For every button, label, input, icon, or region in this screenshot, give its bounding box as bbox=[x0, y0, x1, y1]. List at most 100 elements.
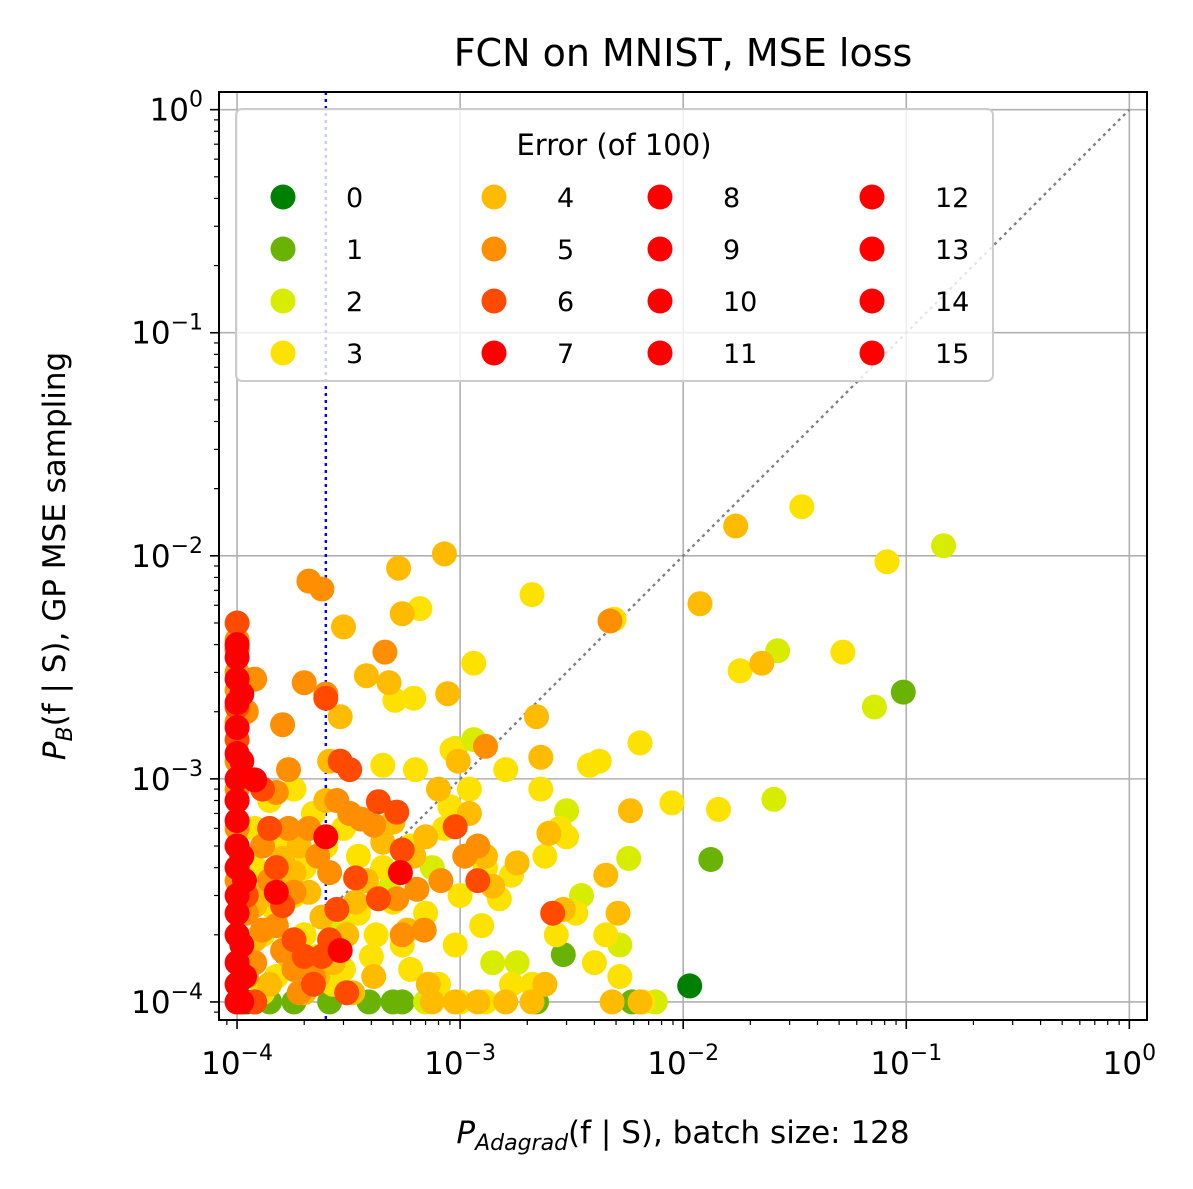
data-point bbox=[317, 860, 343, 886]
data-point bbox=[365, 886, 391, 912]
data-point bbox=[677, 973, 703, 999]
x-tick-exponent: −3 bbox=[464, 1041, 496, 1066]
data-point bbox=[361, 964, 387, 989]
x-tick-label: 10−3 bbox=[424, 1041, 496, 1082]
data-point bbox=[456, 776, 482, 802]
data-point bbox=[536, 820, 562, 846]
legend-marker bbox=[270, 184, 296, 210]
legend-marker bbox=[481, 184, 507, 210]
legend-entry-13: 13 bbox=[859, 235, 969, 266]
data-point bbox=[224, 808, 250, 834]
legend-label: 5 bbox=[557, 235, 574, 266]
x-tick-exponent: −1 bbox=[910, 1041, 942, 1066]
data-point bbox=[343, 865, 369, 891]
data-point bbox=[370, 752, 396, 778]
legend-label: 1 bbox=[346, 235, 363, 266]
data-point bbox=[461, 650, 487, 676]
y-tick-exponent: −3 bbox=[171, 757, 203, 782]
y-tick-base: 10 bbox=[150, 93, 189, 129]
legend-marker bbox=[481, 288, 507, 314]
data-point bbox=[698, 847, 724, 872]
legend-marker bbox=[270, 236, 296, 262]
legend-box bbox=[235, 108, 994, 382]
data-point bbox=[789, 494, 815, 520]
x-tick-label: 10−4 bbox=[201, 1041, 273, 1082]
data-point bbox=[404, 876, 430, 902]
x-axis-label: PAdagrad(f | S), batch size: 128 bbox=[456, 1115, 909, 1156]
legend-entry-6: 6 bbox=[481, 287, 574, 318]
legend-entry-7: 7 bbox=[481, 339, 574, 370]
data-point bbox=[627, 730, 653, 756]
data-point bbox=[343, 889, 369, 915]
data-point bbox=[577, 752, 602, 778]
y-tick-exponent: −2 bbox=[171, 534, 203, 559]
data-point bbox=[415, 971, 441, 997]
legend-marker bbox=[859, 184, 885, 210]
x-tick-base: 10 bbox=[201, 1046, 240, 1082]
data-point bbox=[706, 796, 731, 822]
data-point bbox=[232, 964, 257, 989]
data-point bbox=[597, 608, 623, 634]
data-point bbox=[528, 744, 554, 770]
x-tick-label: 10−1 bbox=[870, 1041, 942, 1082]
data-point bbox=[428, 868, 454, 894]
legend-marker bbox=[859, 236, 885, 262]
data-point bbox=[229, 932, 255, 958]
data-point bbox=[452, 843, 478, 869]
legend-title: Error (of 100) bbox=[516, 128, 711, 162]
data-point bbox=[931, 533, 957, 559]
legend-entry-8: 8 bbox=[647, 183, 740, 214]
data-point bbox=[229, 681, 255, 707]
data-point bbox=[363, 922, 389, 948]
x-tick-base: 10 bbox=[424, 1046, 463, 1082]
legend-entry-10: 10 bbox=[647, 287, 757, 318]
data-point bbox=[291, 943, 317, 969]
data-point bbox=[493, 757, 519, 783]
data-point bbox=[263, 879, 289, 905]
data-point bbox=[413, 824, 439, 850]
legend-entry-1: 1 bbox=[270, 235, 363, 266]
data-point bbox=[524, 704, 549, 730]
data-point bbox=[442, 932, 468, 958]
y-tick-label: 100 bbox=[150, 88, 203, 129]
data-point bbox=[435, 681, 461, 707]
data-point bbox=[242, 767, 268, 793]
data-point bbox=[519, 989, 545, 1015]
data-point bbox=[605, 900, 631, 926]
y-tick-label: 10−3 bbox=[131, 757, 203, 798]
x-tick-base: 10 bbox=[870, 1046, 909, 1082]
data-point bbox=[380, 989, 406, 1015]
data-point bbox=[257, 815, 283, 841]
data-point bbox=[337, 757, 363, 783]
data-point bbox=[229, 843, 255, 869]
data-point bbox=[411, 917, 437, 943]
data-point bbox=[372, 639, 398, 665]
data-point bbox=[324, 896, 350, 922]
data-point bbox=[861, 694, 887, 720]
y-axis-label: PB(f | S), GP MSE sampling bbox=[37, 352, 78, 760]
data-point bbox=[723, 513, 749, 539]
data-point bbox=[250, 917, 275, 943]
legend-entry-9: 9 bbox=[647, 235, 740, 266]
legend-label: 10 bbox=[723, 287, 757, 318]
data-point bbox=[874, 549, 900, 575]
data-point bbox=[257, 971, 283, 997]
data-point bbox=[384, 799, 410, 825]
legend-entry-0: 0 bbox=[270, 183, 363, 214]
legend-label: 8 bbox=[723, 183, 740, 214]
data-point bbox=[504, 950, 530, 976]
data-point bbox=[473, 733, 498, 759]
data-point bbox=[445, 748, 471, 774]
ylabel-subscript: B bbox=[53, 726, 78, 741]
data-point bbox=[532, 971, 558, 997]
data-point bbox=[300, 971, 326, 997]
data-point bbox=[313, 685, 339, 711]
y-tick-base: 10 bbox=[131, 539, 170, 575]
data-point bbox=[358, 943, 384, 969]
y-tick-base: 10 bbox=[131, 316, 170, 352]
data-point bbox=[550, 942, 576, 968]
data-point bbox=[365, 789, 391, 815]
data-point bbox=[493, 989, 519, 1015]
